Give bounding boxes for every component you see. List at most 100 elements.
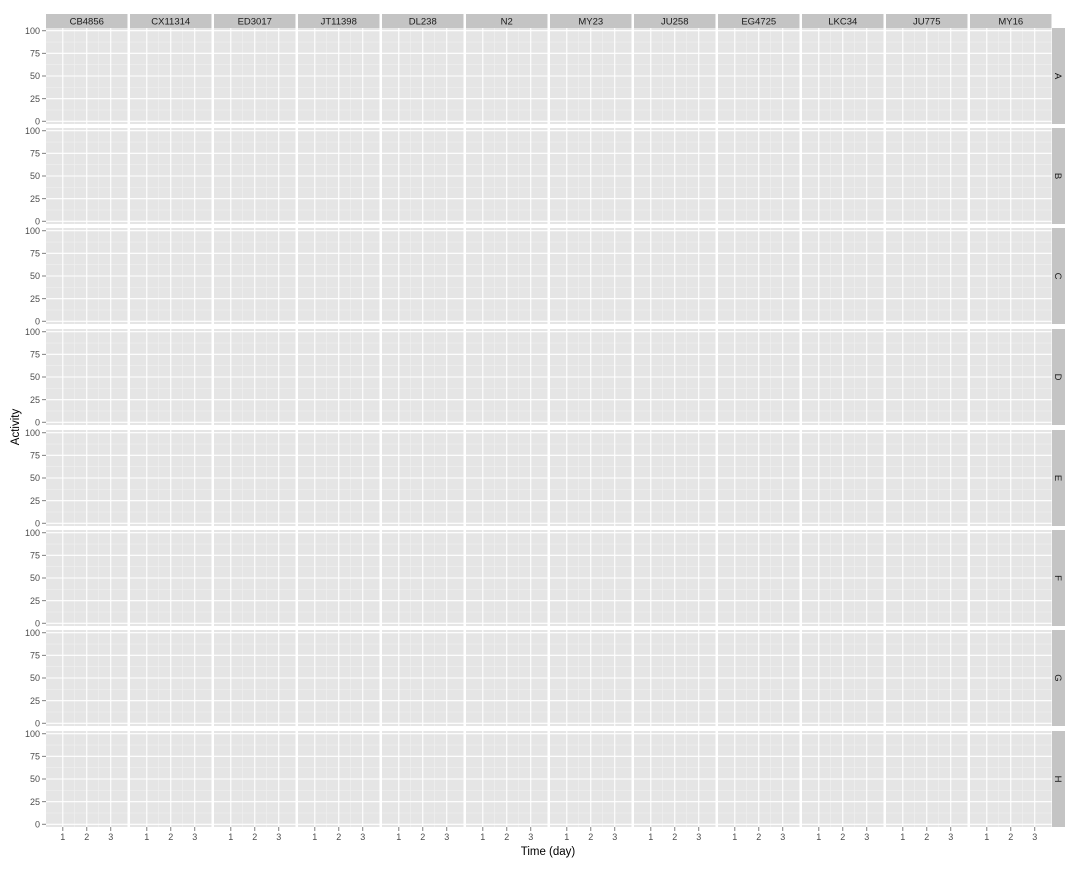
column-strip <box>130 14 212 28</box>
x-tick-label: 2 <box>420 832 425 842</box>
x-tick-label: 1 <box>564 832 569 842</box>
x-tick-label: 2 <box>336 832 341 842</box>
x-tick-label: 1 <box>144 832 149 842</box>
y-tick-label: 50 <box>30 573 40 583</box>
x-tick-label: 3 <box>276 832 281 842</box>
row-strip <box>1052 228 1065 324</box>
y-tick-label: 50 <box>30 71 40 81</box>
x-tick-label: 2 <box>756 832 761 842</box>
y-tick-label: 100 <box>25 126 40 136</box>
x-tick-label: 2 <box>252 832 257 842</box>
column-strip-label: EG4725 <box>741 17 776 28</box>
x-tick-label: 2 <box>840 832 845 842</box>
y-tick-label: 100 <box>25 628 40 638</box>
row-strip-label: G <box>1052 674 1063 681</box>
column-strip <box>46 14 128 28</box>
y-axis-title: Activity <box>10 409 22 446</box>
x-tick-label: 1 <box>396 832 401 842</box>
x-tick-label: 3 <box>864 832 869 842</box>
row-strip <box>1052 530 1065 626</box>
y-tick-label: 50 <box>30 774 40 784</box>
y-tick-label: 100 <box>25 729 40 739</box>
column-strip-label: N2 <box>501 17 513 28</box>
y-tick-label: 50 <box>30 473 40 483</box>
y-tick-label: 100 <box>25 428 40 438</box>
column-strip-label: LKC34 <box>828 17 857 28</box>
x-tick-label: 3 <box>444 832 449 842</box>
column-strip <box>550 14 632 28</box>
x-tick-label: 3 <box>948 832 953 842</box>
y-tick-label: 0 <box>35 518 40 528</box>
y-tick-label: 0 <box>35 819 40 829</box>
column-strip-label: ED3017 <box>238 17 272 28</box>
y-tick-label: 75 <box>30 350 40 360</box>
y-tick-label: 75 <box>30 551 40 561</box>
x-tick-label: 2 <box>1008 832 1013 842</box>
column-strip <box>382 14 464 28</box>
column-strip <box>718 14 800 28</box>
y-tick-label: 75 <box>30 149 40 159</box>
y-tick-label: 0 <box>35 316 40 326</box>
column-strip <box>214 14 296 28</box>
y-tick-label: 50 <box>30 271 40 281</box>
row-strip-label: D <box>1052 374 1063 381</box>
y-tick-label: 0 <box>35 618 40 628</box>
x-tick-label: 3 <box>528 832 533 842</box>
x-tick-label: 2 <box>672 832 677 842</box>
x-tick-label: 1 <box>312 832 317 842</box>
y-tick-label: 25 <box>30 496 40 506</box>
x-tick-label: 1 <box>816 832 821 842</box>
row-strip-label: C <box>1052 273 1063 280</box>
row-strip-label: A <box>1052 73 1063 80</box>
x-tick-label: 3 <box>696 832 701 842</box>
x-tick-label: 2 <box>168 832 173 842</box>
y-tick-label: 50 <box>30 372 40 382</box>
x-tick-label: 1 <box>60 832 65 842</box>
x-tick-label: 1 <box>228 832 233 842</box>
column-strip-label: JU775 <box>913 17 940 28</box>
row-strip <box>1052 630 1065 726</box>
row-strip <box>1052 430 1065 526</box>
x-tick-label: 3 <box>192 832 197 842</box>
y-tick-label: 75 <box>30 651 40 661</box>
y-tick-label: 0 <box>35 718 40 728</box>
column-strip-label: MY16 <box>998 17 1023 28</box>
x-tick-label: 2 <box>924 832 929 842</box>
y-tick-label: 25 <box>30 294 40 304</box>
x-tick-label: 3 <box>360 832 365 842</box>
column-strip-label: CX11314 <box>151 17 190 28</box>
x-tick-label: 3 <box>1032 832 1037 842</box>
x-tick-label: 2 <box>588 832 593 842</box>
x-tick-label: 3 <box>780 832 785 842</box>
x-tick-label: 3 <box>108 832 113 842</box>
x-tick-label: 3 <box>612 832 617 842</box>
y-tick-label: 100 <box>25 26 40 36</box>
column-strip-label: CB4856 <box>70 17 104 28</box>
column-strip-label: JU258 <box>661 17 688 28</box>
y-tick-label: 100 <box>25 226 40 236</box>
row-strip <box>1052 329 1065 425</box>
y-tick-label: 50 <box>30 673 40 683</box>
column-strip-label: JT11398 <box>321 17 357 28</box>
y-tick-label: 25 <box>30 395 40 405</box>
y-tick-label: 25 <box>30 94 40 104</box>
row-strip-label: B <box>1052 173 1063 179</box>
row-strip-label: H <box>1052 776 1063 783</box>
y-tick-label: 75 <box>30 752 40 762</box>
x-tick-label: 1 <box>900 832 905 842</box>
y-tick-label: 50 <box>30 171 40 181</box>
row-strip <box>1052 128 1065 224</box>
x-tick-label: 1 <box>732 832 737 842</box>
y-tick-label: 100 <box>25 528 40 538</box>
x-tick-label: 1 <box>984 832 989 842</box>
row-strip-label: E <box>1052 475 1063 481</box>
y-tick-label: 0 <box>35 116 40 126</box>
x-tick-label: 1 <box>480 832 485 842</box>
x-tick-label: 2 <box>84 832 89 842</box>
column-strip <box>634 14 716 28</box>
y-tick-label: 100 <box>25 327 40 337</box>
y-tick-label: 25 <box>30 797 40 807</box>
column-strip-label: MY23 <box>578 17 603 28</box>
column-strip <box>802 14 884 28</box>
